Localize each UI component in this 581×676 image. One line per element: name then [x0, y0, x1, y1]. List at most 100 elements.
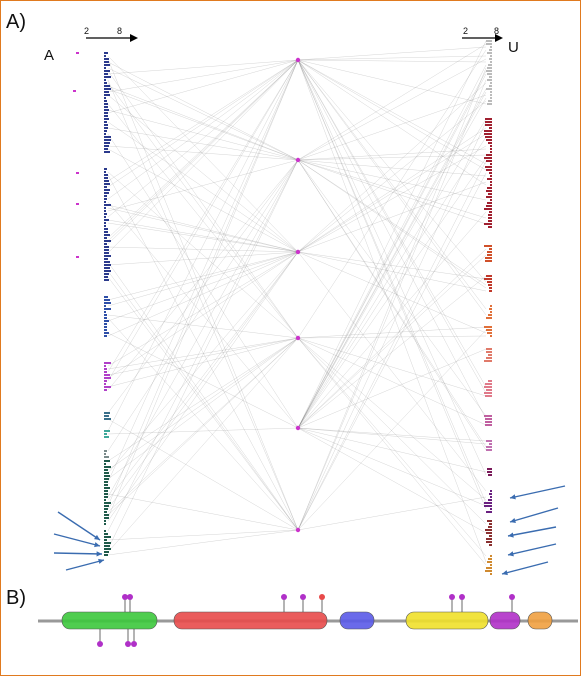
gene-tick [484, 245, 492, 247]
arrow-head [508, 551, 514, 557]
gene-tick [104, 213, 107, 215]
edge-line [107, 251, 299, 522]
arrow-shaft [501, 561, 549, 575]
gene-tick [484, 133, 492, 135]
gene-tick [104, 121, 107, 123]
gene-tick [487, 67, 492, 69]
gene-tick [104, 249, 109, 251]
gene-tick [104, 210, 106, 212]
gene-tick [487, 332, 492, 334]
gene-tick [104, 299, 110, 301]
domain-box [339, 611, 375, 630]
outlier-tick [76, 172, 79, 174]
gene-tick [484, 130, 492, 132]
gene-tick [104, 97, 106, 99]
edge-line [297, 97, 487, 429]
edge-line [107, 148, 299, 253]
gene-tick [104, 412, 110, 414]
domain-map [38, 594, 578, 647]
edge-line [107, 59, 299, 93]
arrow-head [96, 551, 102, 557]
edge-line [107, 59, 299, 242]
gene-tick [104, 112, 108, 114]
gene-tick [488, 142, 492, 144]
edge-line [107, 261, 299, 531]
edge-line [107, 493, 299, 531]
gene-tick [104, 201, 106, 203]
arrow-shaft [53, 552, 103, 555]
gene-tick [104, 76, 111, 78]
edge-line [107, 251, 299, 322]
edge-line [297, 145, 487, 253]
center-node [295, 249, 301, 255]
gene-tick [485, 118, 492, 120]
edge-line [107, 70, 299, 339]
gene-tick [486, 275, 492, 277]
gene-tick [488, 380, 492, 382]
gene-tick [490, 175, 492, 177]
gene-tick [104, 530, 106, 532]
gene-tick [490, 564, 492, 566]
site-marker-dot [281, 594, 287, 600]
gene-tick [484, 223, 492, 225]
arrow-shaft [507, 543, 557, 556]
gene-tick [489, 248, 492, 250]
gene-tick [489, 493, 492, 495]
edge-line [107, 251, 299, 379]
gene-tick [490, 46, 492, 48]
gene-tick [488, 217, 492, 219]
gene-tick [104, 52, 108, 54]
edge-line [297, 329, 487, 531]
edge-line [107, 159, 299, 391]
arrow-head [508, 532, 514, 538]
gene-tick [486, 446, 492, 448]
gene-tick [104, 118, 109, 120]
outlier-tick [76, 52, 79, 54]
edge-line [107, 204, 299, 253]
edge-line [297, 337, 487, 525]
edge-line [107, 59, 299, 188]
gene-tick [104, 368, 107, 370]
connection-lines [107, 40, 487, 566]
gene-tick [104, 177, 108, 179]
gene-tick [104, 374, 110, 376]
gene-tick [104, 469, 108, 471]
gene-tick [488, 226, 492, 228]
arrow-head [502, 570, 508, 576]
gene-tick [104, 258, 108, 260]
edge-line [297, 46, 487, 61]
edge-line [107, 276, 299, 531]
edge-line [107, 207, 299, 253]
gene-tick [104, 502, 111, 504]
edge-line [297, 496, 487, 531]
gene-tick [104, 148, 108, 150]
gene-tick [484, 157, 492, 159]
gene-tick [486, 169, 492, 171]
edge-line [107, 59, 299, 182]
gene-tick [486, 205, 492, 207]
edge-line [107, 251, 299, 301]
gene-tick [104, 362, 111, 364]
gene-tick [490, 82, 492, 84]
gene-tick [485, 383, 492, 385]
gene-tick [104, 436, 109, 438]
gene-tick [104, 94, 110, 96]
gene-tick [487, 254, 492, 256]
gene-tick [104, 228, 108, 230]
gene-tick [104, 145, 109, 147]
edge-line [297, 59, 487, 388]
gene-tick [490, 145, 492, 147]
gene-tick [490, 305, 492, 307]
arrow-shaft [509, 507, 559, 523]
edge-line [297, 59, 487, 316]
edge-line [107, 127, 299, 161]
gene-tick [489, 308, 492, 310]
gene-tick [104, 183, 110, 185]
gene-tick [490, 181, 492, 183]
gene-tick [104, 267, 110, 269]
edge-line [297, 427, 487, 473]
gene-tick [104, 460, 110, 462]
gene-tick [488, 474, 492, 476]
edge-line [297, 136, 487, 429]
edge-line [107, 59, 299, 373]
